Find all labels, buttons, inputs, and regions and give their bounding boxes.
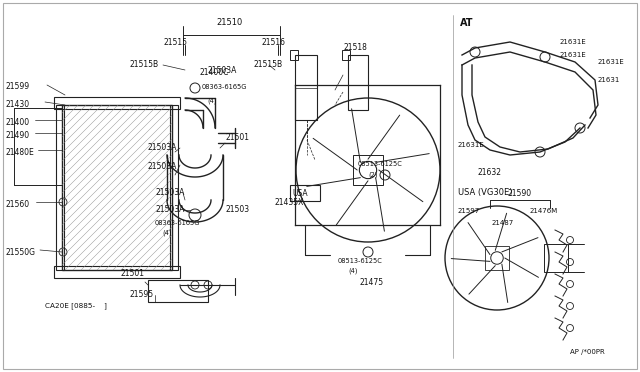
Text: (2): (2) — [368, 172, 378, 178]
Text: USA (VG30E): USA (VG30E) — [458, 188, 513, 197]
Bar — [290, 50, 298, 60]
Text: 21516: 21516 — [262, 38, 286, 47]
Text: 21487: 21487 — [492, 220, 515, 226]
Text: 08363-6165G: 08363-6165G — [202, 84, 248, 90]
Bar — [148, 280, 208, 302]
Text: 21550G: 21550G — [5, 248, 35, 257]
Text: 21515B: 21515B — [130, 60, 159, 69]
Bar — [62, 105, 172, 270]
Text: 21503A: 21503A — [208, 66, 237, 75]
Text: 21515B: 21515B — [253, 60, 282, 69]
Bar — [54, 266, 180, 278]
Text: (4): (4) — [162, 229, 172, 235]
Text: 21632: 21632 — [478, 168, 502, 177]
Text: 21503A: 21503A — [155, 205, 184, 214]
Text: 21590: 21590 — [508, 189, 532, 198]
Bar — [353, 155, 383, 185]
Text: 21503A: 21503A — [148, 143, 177, 152]
Text: CA20E [0885-    ]: CA20E [0885- ] — [45, 302, 107, 309]
Bar — [170, 105, 178, 270]
Text: 08513-6125C: 08513-6125C — [338, 258, 383, 264]
Text: 21435X: 21435X — [275, 198, 305, 207]
Text: AT: AT — [460, 18, 474, 28]
Text: 21599: 21599 — [5, 82, 29, 91]
Text: 21501: 21501 — [225, 133, 249, 142]
Text: 21560: 21560 — [5, 200, 29, 209]
Text: 21510: 21510 — [217, 18, 243, 27]
Text: 21400C: 21400C — [200, 68, 229, 77]
Bar — [485, 246, 509, 270]
Text: 21518: 21518 — [344, 43, 368, 52]
Text: 21631E: 21631E — [598, 59, 625, 65]
Text: 21631E: 21631E — [560, 52, 587, 58]
Bar — [290, 185, 320, 201]
Bar — [348, 55, 368, 110]
Bar — [342, 50, 350, 60]
Text: 21501: 21501 — [120, 269, 144, 278]
Text: 21430: 21430 — [5, 100, 29, 109]
Text: 21503: 21503 — [225, 205, 249, 214]
Bar — [56, 105, 64, 270]
Text: 21631: 21631 — [598, 77, 620, 83]
Text: 21503A: 21503A — [155, 188, 184, 197]
Text: (4): (4) — [348, 267, 358, 273]
Text: 21490: 21490 — [5, 131, 29, 140]
Text: AP /*00PR: AP /*00PR — [570, 349, 605, 355]
Text: (4): (4) — [207, 97, 216, 103]
Text: 21631E: 21631E — [458, 142, 484, 148]
Text: 21475: 21475 — [360, 278, 384, 287]
Text: 21595: 21595 — [130, 290, 154, 299]
Bar — [544, 244, 568, 272]
Text: 21480E: 21480E — [5, 148, 34, 157]
Text: 21400: 21400 — [5, 118, 29, 127]
Text: 08363-6165G: 08363-6165G — [155, 220, 200, 226]
Text: 21597: 21597 — [458, 208, 480, 214]
Text: USA: USA — [292, 189, 308, 198]
Text: 21631E: 21631E — [560, 39, 587, 45]
Text: 08513-6125C: 08513-6125C — [358, 161, 403, 167]
Text: 21476M: 21476M — [530, 208, 558, 214]
Text: 21515: 21515 — [163, 38, 187, 47]
Bar — [54, 97, 180, 109]
Bar — [295, 55, 317, 120]
Text: 21503A: 21503A — [148, 162, 177, 171]
